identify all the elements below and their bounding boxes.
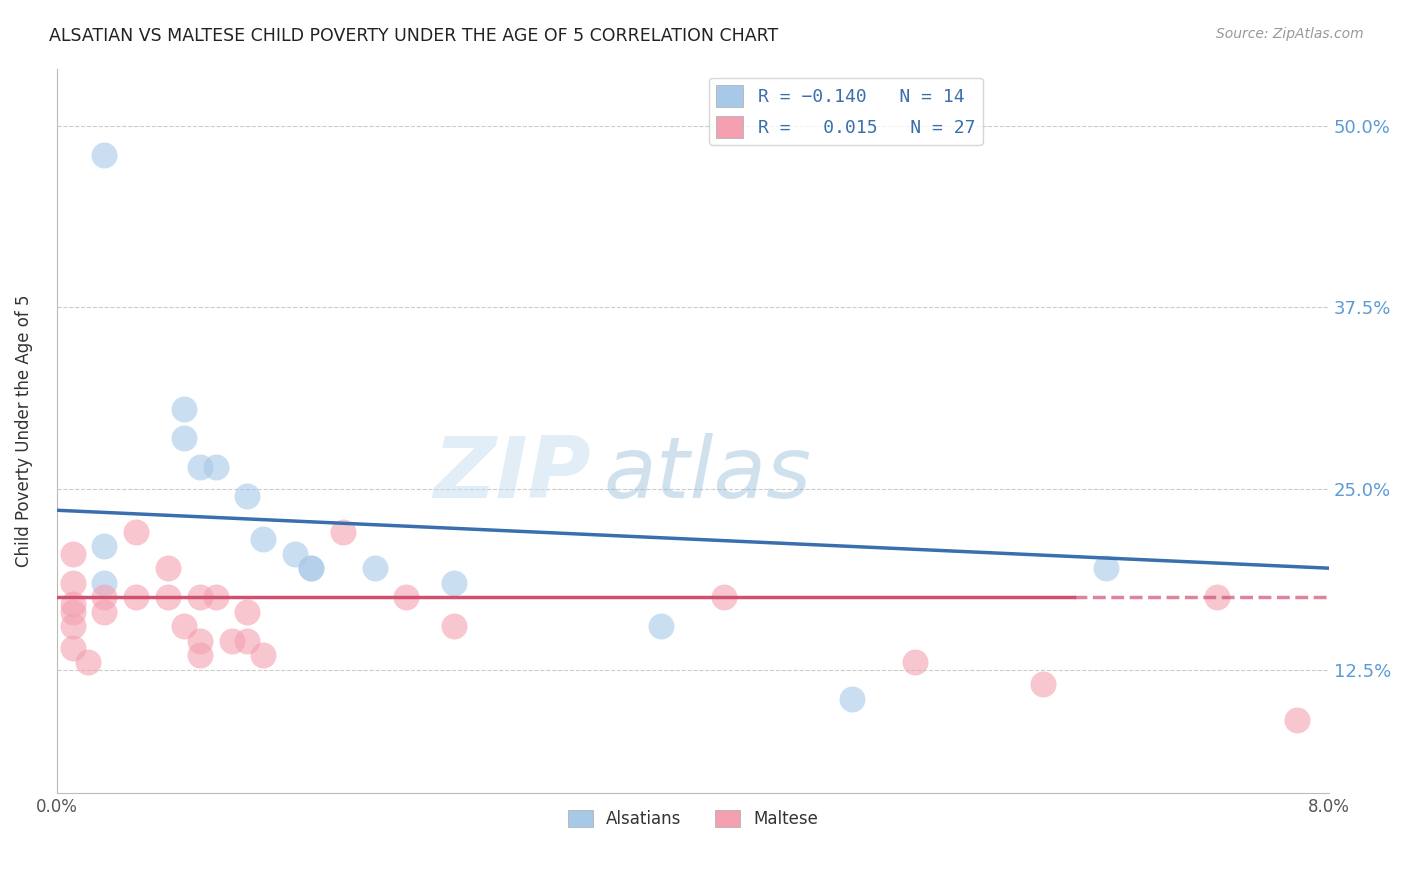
Point: [904, 656, 927, 670]
Text: Source: ZipAtlas.com: Source: ZipAtlas.com: [1216, 27, 1364, 41]
Point: [125, 590, 148, 604]
Point: [650, 619, 672, 633]
Point: [93, 605, 115, 619]
Text: ZIP: ZIP: [433, 433, 591, 516]
Point: [284, 547, 307, 561]
Point: [443, 575, 465, 590]
Point: [173, 401, 195, 416]
Point: [188, 648, 211, 662]
Point: [236, 633, 259, 648]
Point: [93, 540, 115, 554]
Y-axis label: Child Poverty Under the Age of 5: Child Poverty Under the Age of 5: [15, 294, 32, 566]
Point: [62, 598, 84, 612]
Point: [221, 633, 243, 648]
Point: [188, 590, 211, 604]
Point: [93, 590, 115, 604]
Point: [204, 459, 226, 474]
Point: [443, 619, 465, 633]
Point: [173, 431, 195, 445]
Point: [93, 575, 115, 590]
Point: [713, 590, 735, 604]
Point: [841, 691, 863, 706]
Point: [62, 640, 84, 655]
Point: [62, 575, 84, 590]
Point: [1285, 713, 1308, 727]
Point: [1095, 561, 1118, 575]
Text: atlas: atlas: [603, 433, 811, 516]
Point: [156, 561, 179, 575]
Point: [156, 590, 179, 604]
Point: [62, 605, 84, 619]
Point: [299, 561, 322, 575]
Point: [299, 561, 322, 575]
Point: [77, 656, 100, 670]
Point: [188, 633, 211, 648]
Point: [62, 619, 84, 633]
Point: [62, 547, 84, 561]
Text: ALSATIAN VS MALTESE CHILD POVERTY UNDER THE AGE OF 5 CORRELATION CHART: ALSATIAN VS MALTESE CHILD POVERTY UNDER …: [49, 27, 779, 45]
Point: [236, 489, 259, 503]
Point: [332, 524, 354, 539]
Point: [363, 561, 385, 575]
Point: [173, 619, 195, 633]
Point: [236, 605, 259, 619]
Point: [1206, 590, 1229, 604]
Point: [204, 590, 226, 604]
Point: [1031, 677, 1053, 691]
Point: [188, 459, 211, 474]
Point: [252, 648, 274, 662]
Point: [125, 524, 148, 539]
Point: [93, 148, 115, 162]
Point: [395, 590, 418, 604]
Point: [252, 532, 274, 546]
Legend: Alsatians, Maltese: Alsatians, Maltese: [561, 804, 824, 835]
